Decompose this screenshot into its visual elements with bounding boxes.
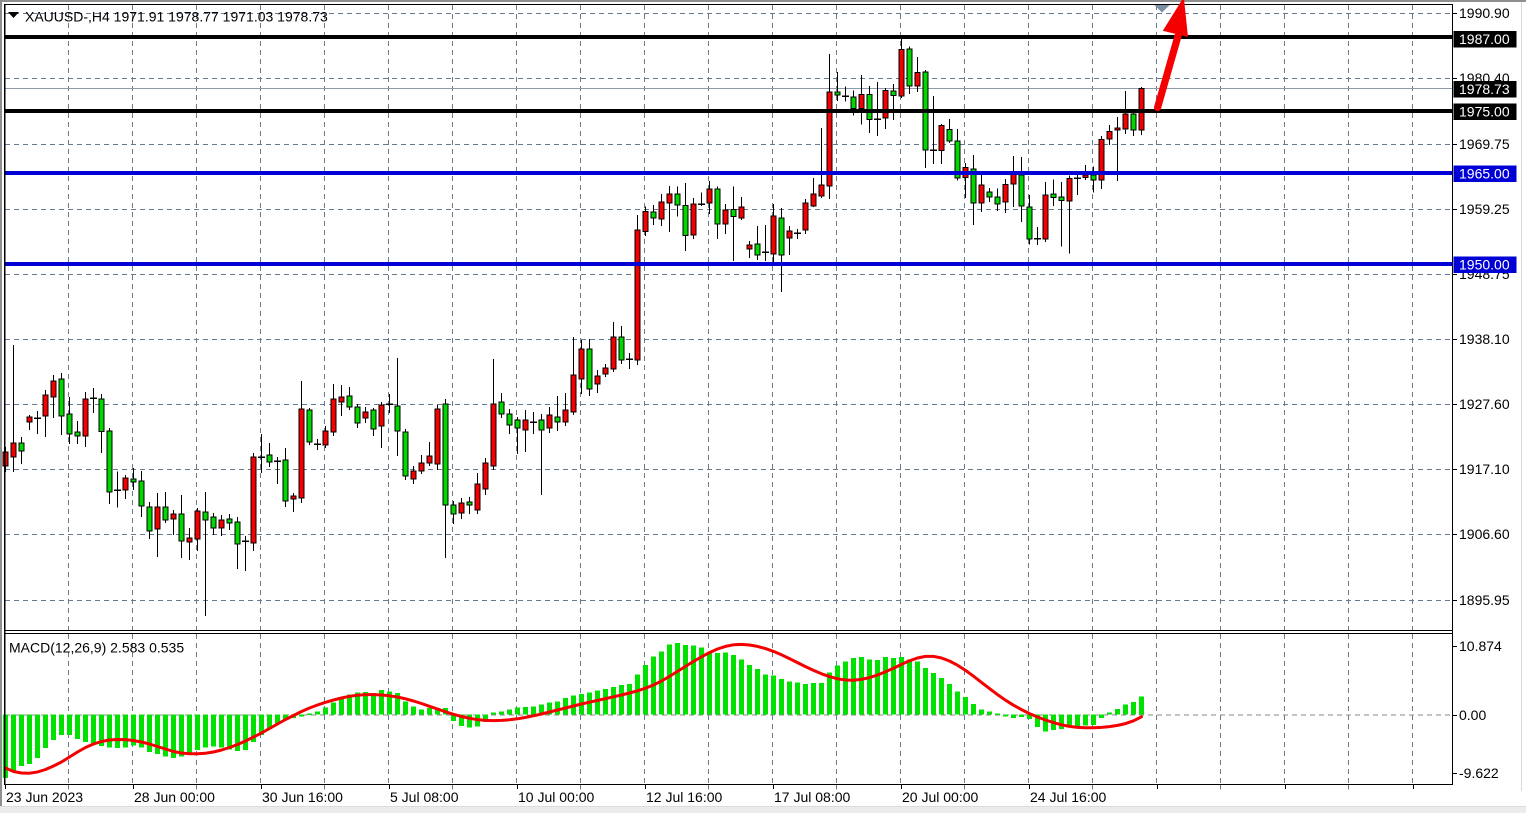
svg-text:1906.60: 1906.60 — [1459, 526, 1510, 542]
svg-text:1895.95: 1895.95 — [1459, 592, 1510, 608]
svg-text:1938.10: 1938.10 — [1459, 331, 1510, 347]
svg-text:1959.25: 1959.25 — [1459, 201, 1510, 217]
svg-text:24 Jul 16:00: 24 Jul 16:00 — [1030, 789, 1106, 805]
svg-text:XAUUSD-,H4 1971.91 1978.77 19: XAUUSD-,H4 1971.91 1978.77 1971.03 1978.… — [25, 9, 328, 25]
svg-text:1978.73: 1978.73 — [1459, 81, 1510, 97]
svg-text:1927.60: 1927.60 — [1459, 396, 1510, 412]
svg-text:30 Jun 16:00: 30 Jun 16:00 — [262, 789, 343, 805]
svg-text:1987.00: 1987.00 — [1459, 31, 1510, 47]
svg-text:28 Jun 00:00: 28 Jun 00:00 — [134, 789, 215, 805]
svg-text:1969.75: 1969.75 — [1459, 136, 1510, 152]
svg-text:1990.90: 1990.90 — [1459, 5, 1510, 21]
svg-text:23 Jun 2023: 23 Jun 2023 — [6, 789, 83, 805]
svg-text:1917.10: 1917.10 — [1459, 461, 1510, 477]
svg-text:0.00: 0.00 — [1459, 707, 1486, 723]
svg-text:5 Jul 08:00: 5 Jul 08:00 — [390, 789, 459, 805]
svg-text:10.874: 10.874 — [1459, 638, 1502, 654]
svg-text:10 Jul 00:00: 10 Jul 00:00 — [518, 789, 594, 805]
svg-text:12 Jul 16:00: 12 Jul 16:00 — [646, 789, 722, 805]
svg-text:1950.00: 1950.00 — [1459, 257, 1510, 273]
svg-text:1975.00: 1975.00 — [1459, 104, 1510, 120]
svg-text:MACD(12,26,9) 2.583 0.535: MACD(12,26,9) 2.583 0.535 — [9, 640, 184, 656]
svg-text:-9.622: -9.622 — [1459, 765, 1499, 781]
svg-text:17 Jul 08:00: 17 Jul 08:00 — [774, 789, 850, 805]
svg-text:1965.00: 1965.00 — [1459, 166, 1510, 182]
svg-text:20 Jul 00:00: 20 Jul 00:00 — [902, 789, 978, 805]
